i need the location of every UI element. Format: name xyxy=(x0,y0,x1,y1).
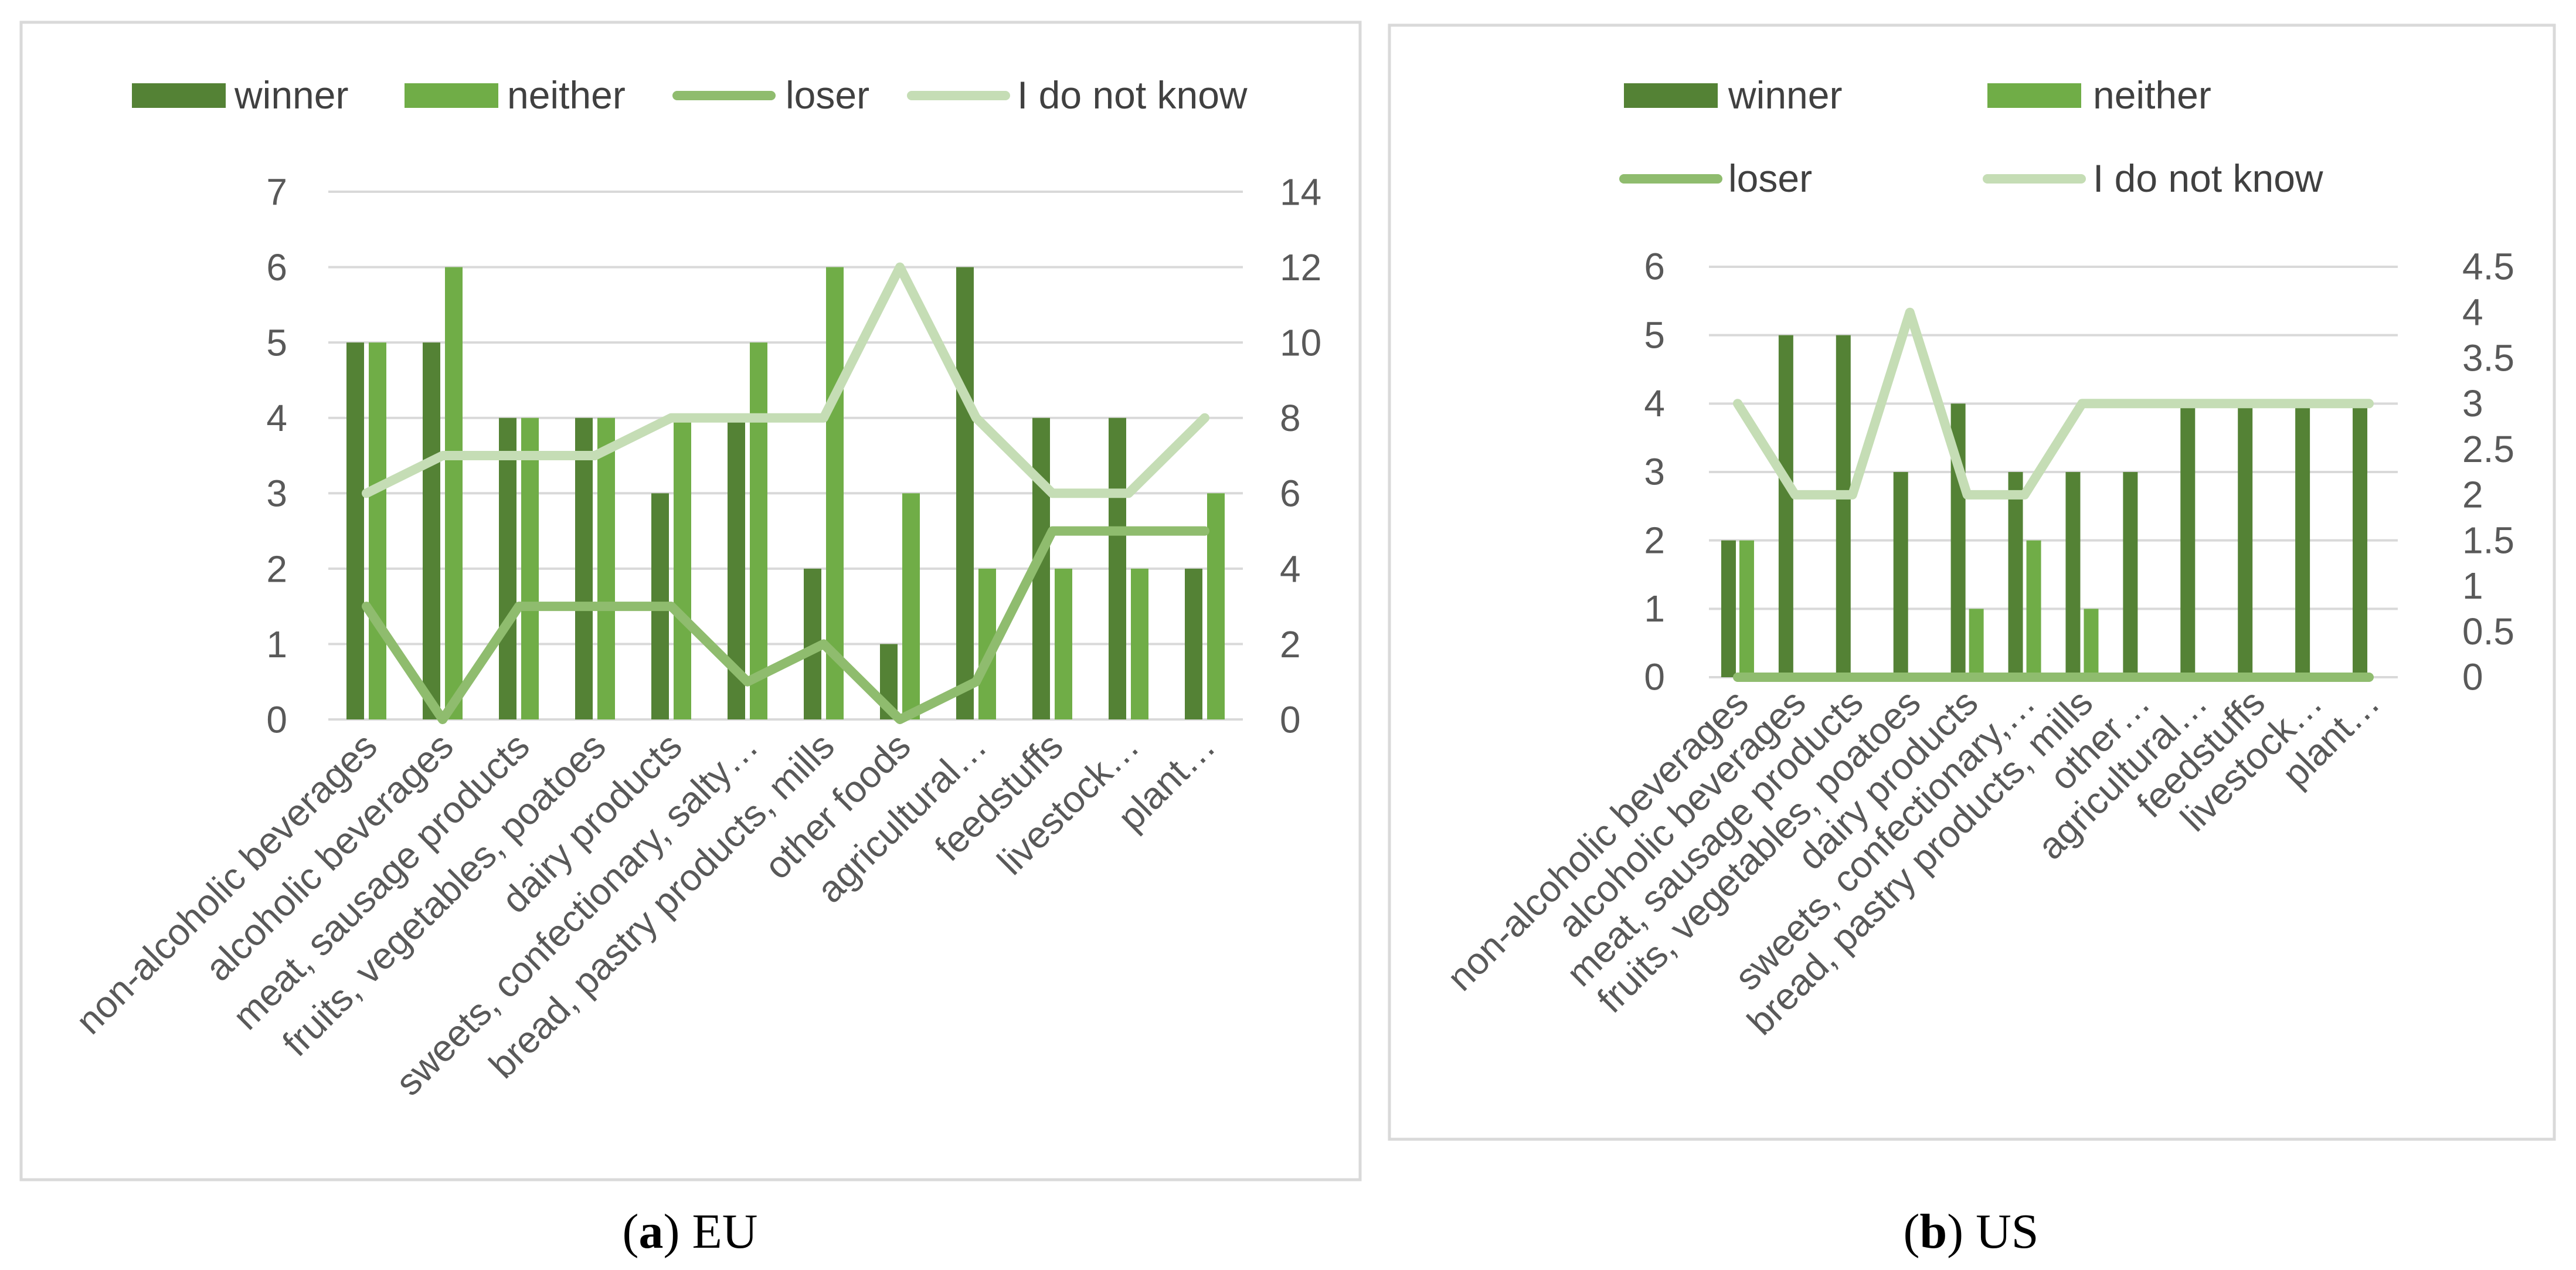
bar-neither xyxy=(2084,609,2099,677)
bar-winner xyxy=(1778,335,1793,677)
bar-neither xyxy=(2026,540,2041,677)
y-tick-label-left: 2 xyxy=(1644,519,1665,561)
bar-winner xyxy=(423,342,440,719)
y-tick-label-right: 4 xyxy=(2462,291,2483,333)
y-tick-label-left: 2 xyxy=(266,548,287,590)
bar-neither xyxy=(750,342,767,719)
y-tick-label-left: 4 xyxy=(266,397,287,439)
bar-winner xyxy=(1893,472,1908,677)
line-loser xyxy=(362,526,1209,724)
legend-swatch xyxy=(132,83,226,108)
y-tick-label-right: 3 xyxy=(2462,382,2483,425)
y-tick-label-right: 6 xyxy=(1280,473,1301,515)
y-tick-label-right: 1 xyxy=(2462,565,2483,607)
legend-swatch xyxy=(1624,83,1718,108)
bar-winner xyxy=(499,417,516,719)
y-tick-label-left: 7 xyxy=(266,171,287,213)
y-tick-label-right: 1.5 xyxy=(2462,519,2514,561)
y-tick-label-left: 0 xyxy=(266,698,287,741)
bar-neither xyxy=(1739,540,1754,677)
caption-letter-us: b xyxy=(1919,1204,1947,1259)
y-tick-label-left: 5 xyxy=(1644,314,1665,356)
legend-swatch xyxy=(405,83,498,108)
y-tick-label-left: 0 xyxy=(1644,656,1665,698)
bar-winner xyxy=(2238,403,2253,677)
bar-neither xyxy=(369,342,386,719)
y-tick-label-right: 0 xyxy=(2462,656,2483,698)
y-tick-label-left: 1 xyxy=(266,623,287,665)
bar-winner xyxy=(2295,403,2310,677)
y-tick-label-left: 6 xyxy=(266,246,287,288)
bar-neither xyxy=(674,417,691,719)
bar-neither xyxy=(902,493,920,719)
y-tick-label-right: 3.5 xyxy=(2462,337,2514,379)
bar-neither xyxy=(521,417,539,719)
bar-winner xyxy=(2008,472,2023,677)
chart-frame-us xyxy=(1388,23,2556,1141)
bar-neither xyxy=(445,267,463,720)
bar-winner xyxy=(1109,417,1126,719)
bar-neither xyxy=(1131,568,1148,719)
caption-letter-eu: a xyxy=(639,1204,664,1259)
bar-winner xyxy=(575,417,593,719)
bar-winner xyxy=(2180,403,2196,677)
bar-neither xyxy=(1207,493,1225,719)
caption-us: (b) US xyxy=(1903,1204,2038,1259)
bar-neither xyxy=(597,417,615,719)
y-tick-label-right: 10 xyxy=(1280,322,1321,364)
y-tick-label-right: 2.5 xyxy=(2462,428,2514,470)
y-tick-label-left: 3 xyxy=(266,473,287,515)
legend-swatch xyxy=(1987,83,2081,108)
y-tick-label-right: 4.5 xyxy=(2462,246,2514,288)
bar-winner xyxy=(1836,335,1851,677)
y-tick-label-right: 0 xyxy=(1280,698,1301,741)
legend-label: neither xyxy=(507,73,626,117)
y-tick-label-left: 6 xyxy=(1644,246,1665,288)
legend-label: neither xyxy=(2093,73,2211,117)
caption-text-us: US xyxy=(1963,1204,2038,1259)
bar-winner xyxy=(346,342,364,719)
bar-winner xyxy=(1721,540,1736,677)
bar-winner xyxy=(2353,403,2368,677)
bar-neither xyxy=(1969,609,1984,677)
y-tick-label-right: 2 xyxy=(1280,623,1301,665)
y-tick-label-left: 1 xyxy=(1644,588,1665,630)
legend-label: I do not know xyxy=(2093,157,2323,200)
y-tick-label-left: 3 xyxy=(1644,451,1665,493)
bar-winner xyxy=(956,267,974,720)
legend-label: winner xyxy=(1728,73,1842,117)
y-tick-label-right: 0.5 xyxy=(2462,610,2514,653)
bar-winner xyxy=(1185,568,1202,719)
line-I-do-not-know xyxy=(1733,307,2374,500)
y-tick-label-right: 8 xyxy=(1280,397,1301,439)
y-tick-label-right: 4 xyxy=(1280,548,1301,590)
bar-winner xyxy=(2123,472,2138,677)
bar-neither xyxy=(1055,568,1072,719)
y-tick-label-right: 2 xyxy=(2462,474,2483,516)
bar-winner xyxy=(2065,472,2081,677)
y-tick-label-left: 5 xyxy=(266,322,287,364)
line-I-do-not-know xyxy=(362,262,1209,498)
y-tick-label-right: 14 xyxy=(1280,171,1321,213)
caption-text-eu: EU xyxy=(679,1204,757,1259)
legend-label: loser xyxy=(1728,157,1812,200)
legend-label: I do not know xyxy=(1017,73,1248,117)
legend-label: loser xyxy=(786,73,869,117)
caption-eu: (a) EU xyxy=(623,1204,758,1259)
y-tick-label-left: 4 xyxy=(1644,382,1665,425)
y-tick-label-right: 12 xyxy=(1280,246,1321,288)
legend-label: winner xyxy=(234,73,348,117)
